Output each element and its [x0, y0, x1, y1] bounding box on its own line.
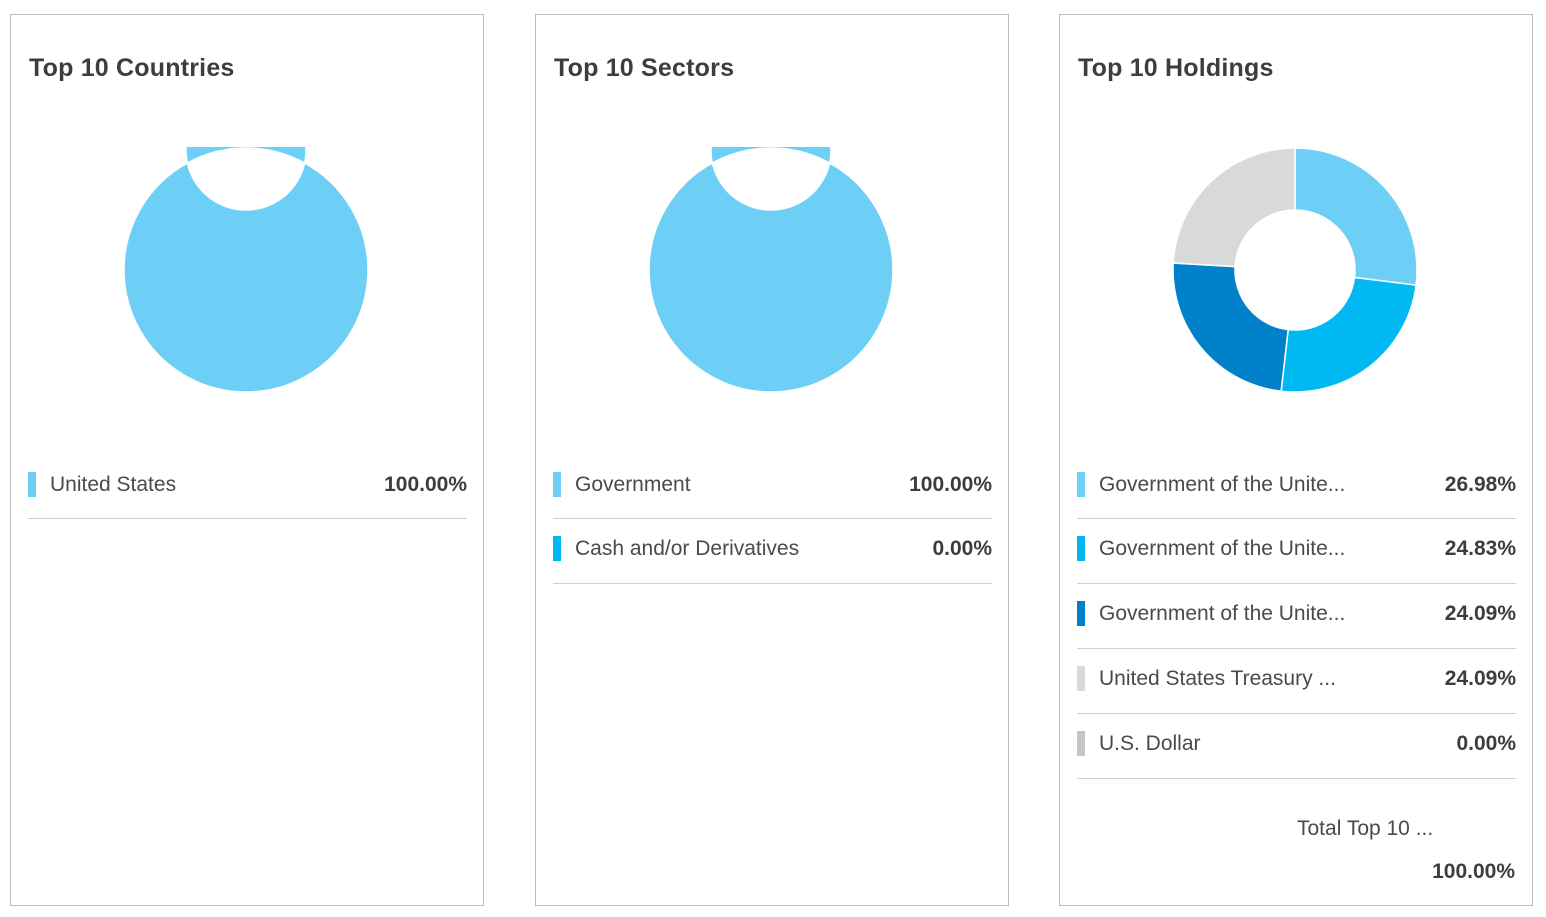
- legend-label: Government of the Unite...: [1099, 473, 1346, 496]
- legend-item[interactable]: Cash and/or Derivatives 0.00%: [553, 519, 992, 584]
- card-title: Top 10 Sectors: [554, 54, 735, 82]
- sectors-legend: Government 100.00% Cash and/or Derivativ…: [553, 455, 992, 584]
- total-label: Total Top 10 ...: [1297, 817, 1434, 840]
- countries-legend: United States 100.00%: [28, 455, 467, 519]
- legend-value: 24.83%: [1444, 537, 1516, 560]
- holdings-legend: Government of the Unite... 26.98% Govern…: [1077, 455, 1516, 779]
- legend-label: Government: [575, 473, 691, 496]
- card-title: Top 10 Holdings: [1078, 54, 1274, 82]
- legend-value: 100.00%: [384, 473, 467, 496]
- legend-label: Cash and/or Derivatives: [575, 537, 800, 560]
- legend-swatch: [28, 472, 36, 497]
- legend-swatch: [1077, 601, 1085, 626]
- legend-value: 24.09%: [1444, 602, 1516, 625]
- legend-value: 0.00%: [1456, 732, 1516, 755]
- total-value: 100.00%: [1432, 860, 1515, 883]
- legend-swatch: [1077, 472, 1085, 497]
- donut-slice[interactable]: [123, 147, 369, 393]
- donut-slice[interactable]: [1172, 147, 1296, 268]
- holdings-card: Top 10 Holdings Government of the Unite.…: [1059, 14, 1533, 906]
- legend-swatch: [1077, 536, 1085, 561]
- countries-donut-chart: [123, 147, 369, 393]
- holdings-donut-chart: [1172, 147, 1418, 393]
- legend-item[interactable]: Government of the Unite... 24.09%: [1077, 584, 1516, 649]
- legend-value: 100.00%: [909, 473, 992, 496]
- legend-label: U.S. Dollar: [1099, 732, 1201, 755]
- card-title: Top 10 Countries: [29, 54, 235, 82]
- countries-card: Top 10 Countries United States 100.00%: [10, 14, 484, 906]
- legend-item[interactable]: United States 100.00%: [28, 455, 467, 519]
- legend-swatch: [1077, 731, 1085, 756]
- legend-label: Government of the Unite...: [1099, 537, 1346, 560]
- legend-item[interactable]: U.S. Dollar 0.00%: [1077, 714, 1516, 779]
- sectors-card: Top 10 Sectors Government 100.00% Cash a…: [535, 14, 1009, 906]
- legend-swatch: [1077, 666, 1085, 691]
- legend-label: United States Treasury ...: [1099, 667, 1336, 690]
- legend-item[interactable]: United States Treasury ... 24.09%: [1077, 649, 1516, 714]
- legend-item[interactable]: Government 100.00%: [553, 455, 992, 519]
- donut-slice[interactable]: [648, 147, 894, 393]
- donut-slice[interactable]: [1294, 147, 1418, 286]
- legend-label: Government of the Unite...: [1099, 602, 1346, 625]
- legend-swatch: [553, 472, 561, 497]
- legend-value: 26.98%: [1444, 473, 1516, 496]
- donut-slice[interactable]: [1280, 276, 1417, 393]
- legend-item[interactable]: Government of the Unite... 26.98%: [1077, 455, 1516, 519]
- legend-item[interactable]: Government of the Unite... 24.83%: [1077, 519, 1516, 584]
- legend-label: United States: [50, 473, 177, 496]
- legend-value: 24.09%: [1444, 667, 1516, 690]
- legend-value: 0.00%: [932, 537, 992, 560]
- donut-slice[interactable]: [1172, 262, 1290, 393]
- sectors-donut-chart: [648, 147, 894, 393]
- legend-swatch: [553, 536, 561, 561]
